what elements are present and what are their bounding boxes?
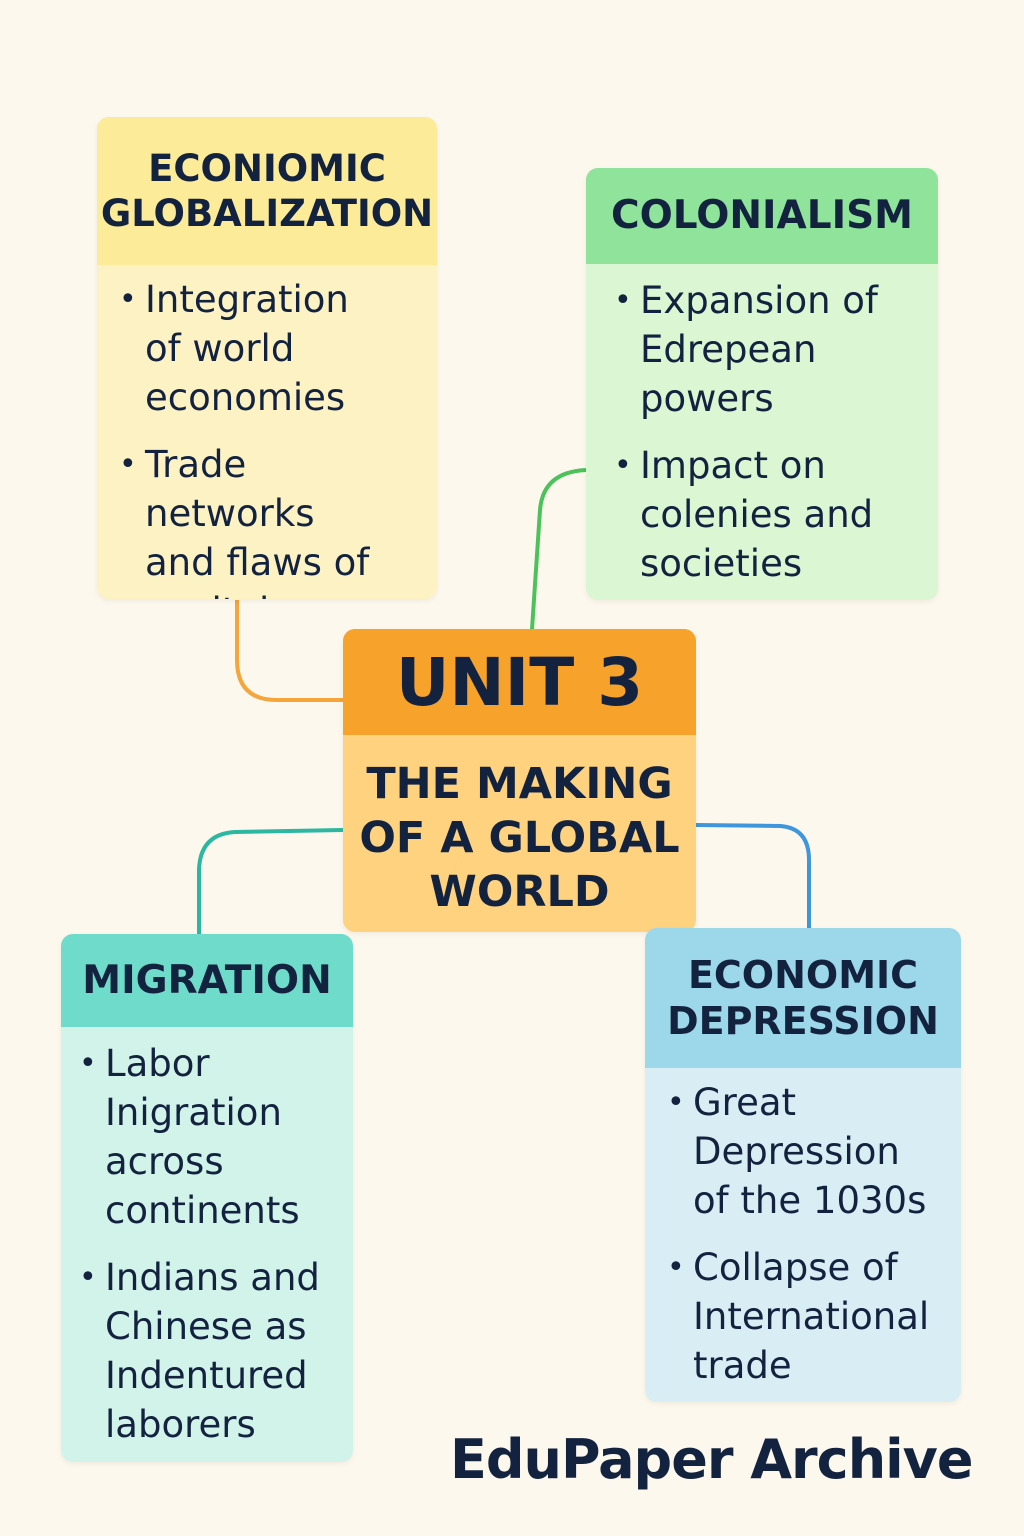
bullet-line: trade [693, 1344, 792, 1387]
economic-globalization-body: Integration of world economies Trade net… [97, 265, 437, 599]
bullet-line: of world [145, 327, 295, 370]
bullet-line: societies [640, 542, 803, 585]
bullet-line: Integration [145, 278, 349, 321]
bullet-line: laborers [105, 1403, 256, 1446]
bullet-line: International [693, 1295, 930, 1338]
connector-economic-depression [695, 823, 811, 928]
central-topic-title: THE MAKING OF A GLOBAL WORLD [343, 735, 696, 919]
bullet-line: continents [105, 1189, 300, 1232]
heading-line: GLOBALIZATION [100, 192, 434, 235]
migration-heading: MIGRATION [61, 934, 353, 1027]
heading-line: MIGRATION [82, 957, 332, 1003]
central-topic-card: UNIT 3 THE MAKING OF A GLOBAL WORLD [343, 629, 696, 932]
bullet-line: economies [145, 376, 346, 419]
heading-line: COLONIALISM [611, 193, 913, 239]
heading-line: ECONIOMIC [148, 146, 386, 190]
bullet-line: and flaws of [145, 541, 370, 584]
bullet-item: Collapse of International trade [663, 1243, 953, 1390]
title-line: THE MAKING [366, 759, 673, 809]
bullet-line: Indians and [105, 1256, 320, 1299]
bullet-item: Indians and Chinese as Indentured labore… [75, 1253, 345, 1449]
bullet-line: colenies and [640, 493, 874, 536]
bullet-line: Trade networks [145, 443, 315, 535]
bullet-item: Integration of world economies [115, 275, 425, 422]
bullet-line: Edrepean [640, 328, 817, 371]
bullet-item: Great Depression of the 1030s [663, 1078, 953, 1225]
economic-depression-card: ECONOMIC DEPRESSION Great Depression of … [645, 928, 961, 1402]
economic-globalization-heading: ECONIOMIC GLOBALIZATION [97, 117, 437, 265]
bullet-line: Labor [105, 1042, 210, 1085]
bullet-line: Great [693, 1081, 797, 1124]
bullet-item: Impact on colenies and societies [610, 441, 928, 588]
bullet-line: Impact on [640, 444, 826, 487]
unit-label: UNIT 3 [343, 629, 696, 735]
colonialism-card: COLONIALISM Expansion of Edrepean powers… [586, 168, 938, 600]
economic-globalization-card: ECONIOMIC GLOBALIZATION Integration of w… [97, 117, 437, 599]
bullet-line: Depression [693, 1130, 900, 1173]
title-line: OF A GLOBAL [359, 813, 680, 863]
migration-card: MIGRATION Labor Inigration across contin… [61, 934, 353, 1462]
heading-line: DEPRESSION [667, 999, 939, 1043]
connector-colonialism [530, 468, 587, 630]
bullet-line: of the 1030s [693, 1179, 927, 1222]
bullet-line: Expansion of [640, 279, 878, 322]
bullet-item: Trade networks and flaws of capital [115, 440, 425, 599]
brand-watermark: EduPaper Archive [450, 1428, 973, 1491]
bullet-line: across [105, 1140, 224, 1183]
connector-migration [197, 828, 344, 934]
migration-body: Labor Inigration across continents India… [61, 1027, 353, 1449]
colonialism-heading: COLONIALISM [586, 168, 938, 264]
bullet-line: Indentured [105, 1354, 308, 1397]
economic-depression-heading: ECONOMIC DEPRESSION [645, 928, 961, 1068]
economic-depression-body: Great Depression of the 1030s Collapse o… [645, 1068, 961, 1390]
title-line: WORLD [429, 867, 610, 917]
bullet-line: powers [640, 377, 774, 420]
colonialism-body: Expansion of Edrepean powers Impact on c… [586, 264, 938, 588]
connector-economic-globalization [235, 600, 343, 702]
bullet-line: Chinese as [105, 1305, 307, 1348]
bullet-line: Collapse of [693, 1246, 898, 1289]
heading-line: ECONOMIC [687, 952, 919, 997]
bullet-item: Expansion of Edrepean powers [610, 276, 928, 423]
bullet-line: capital [145, 587, 425, 599]
bullet-line: Inigration [105, 1091, 282, 1134]
bullet-item: Labor Inigration across continents [75, 1039, 345, 1235]
